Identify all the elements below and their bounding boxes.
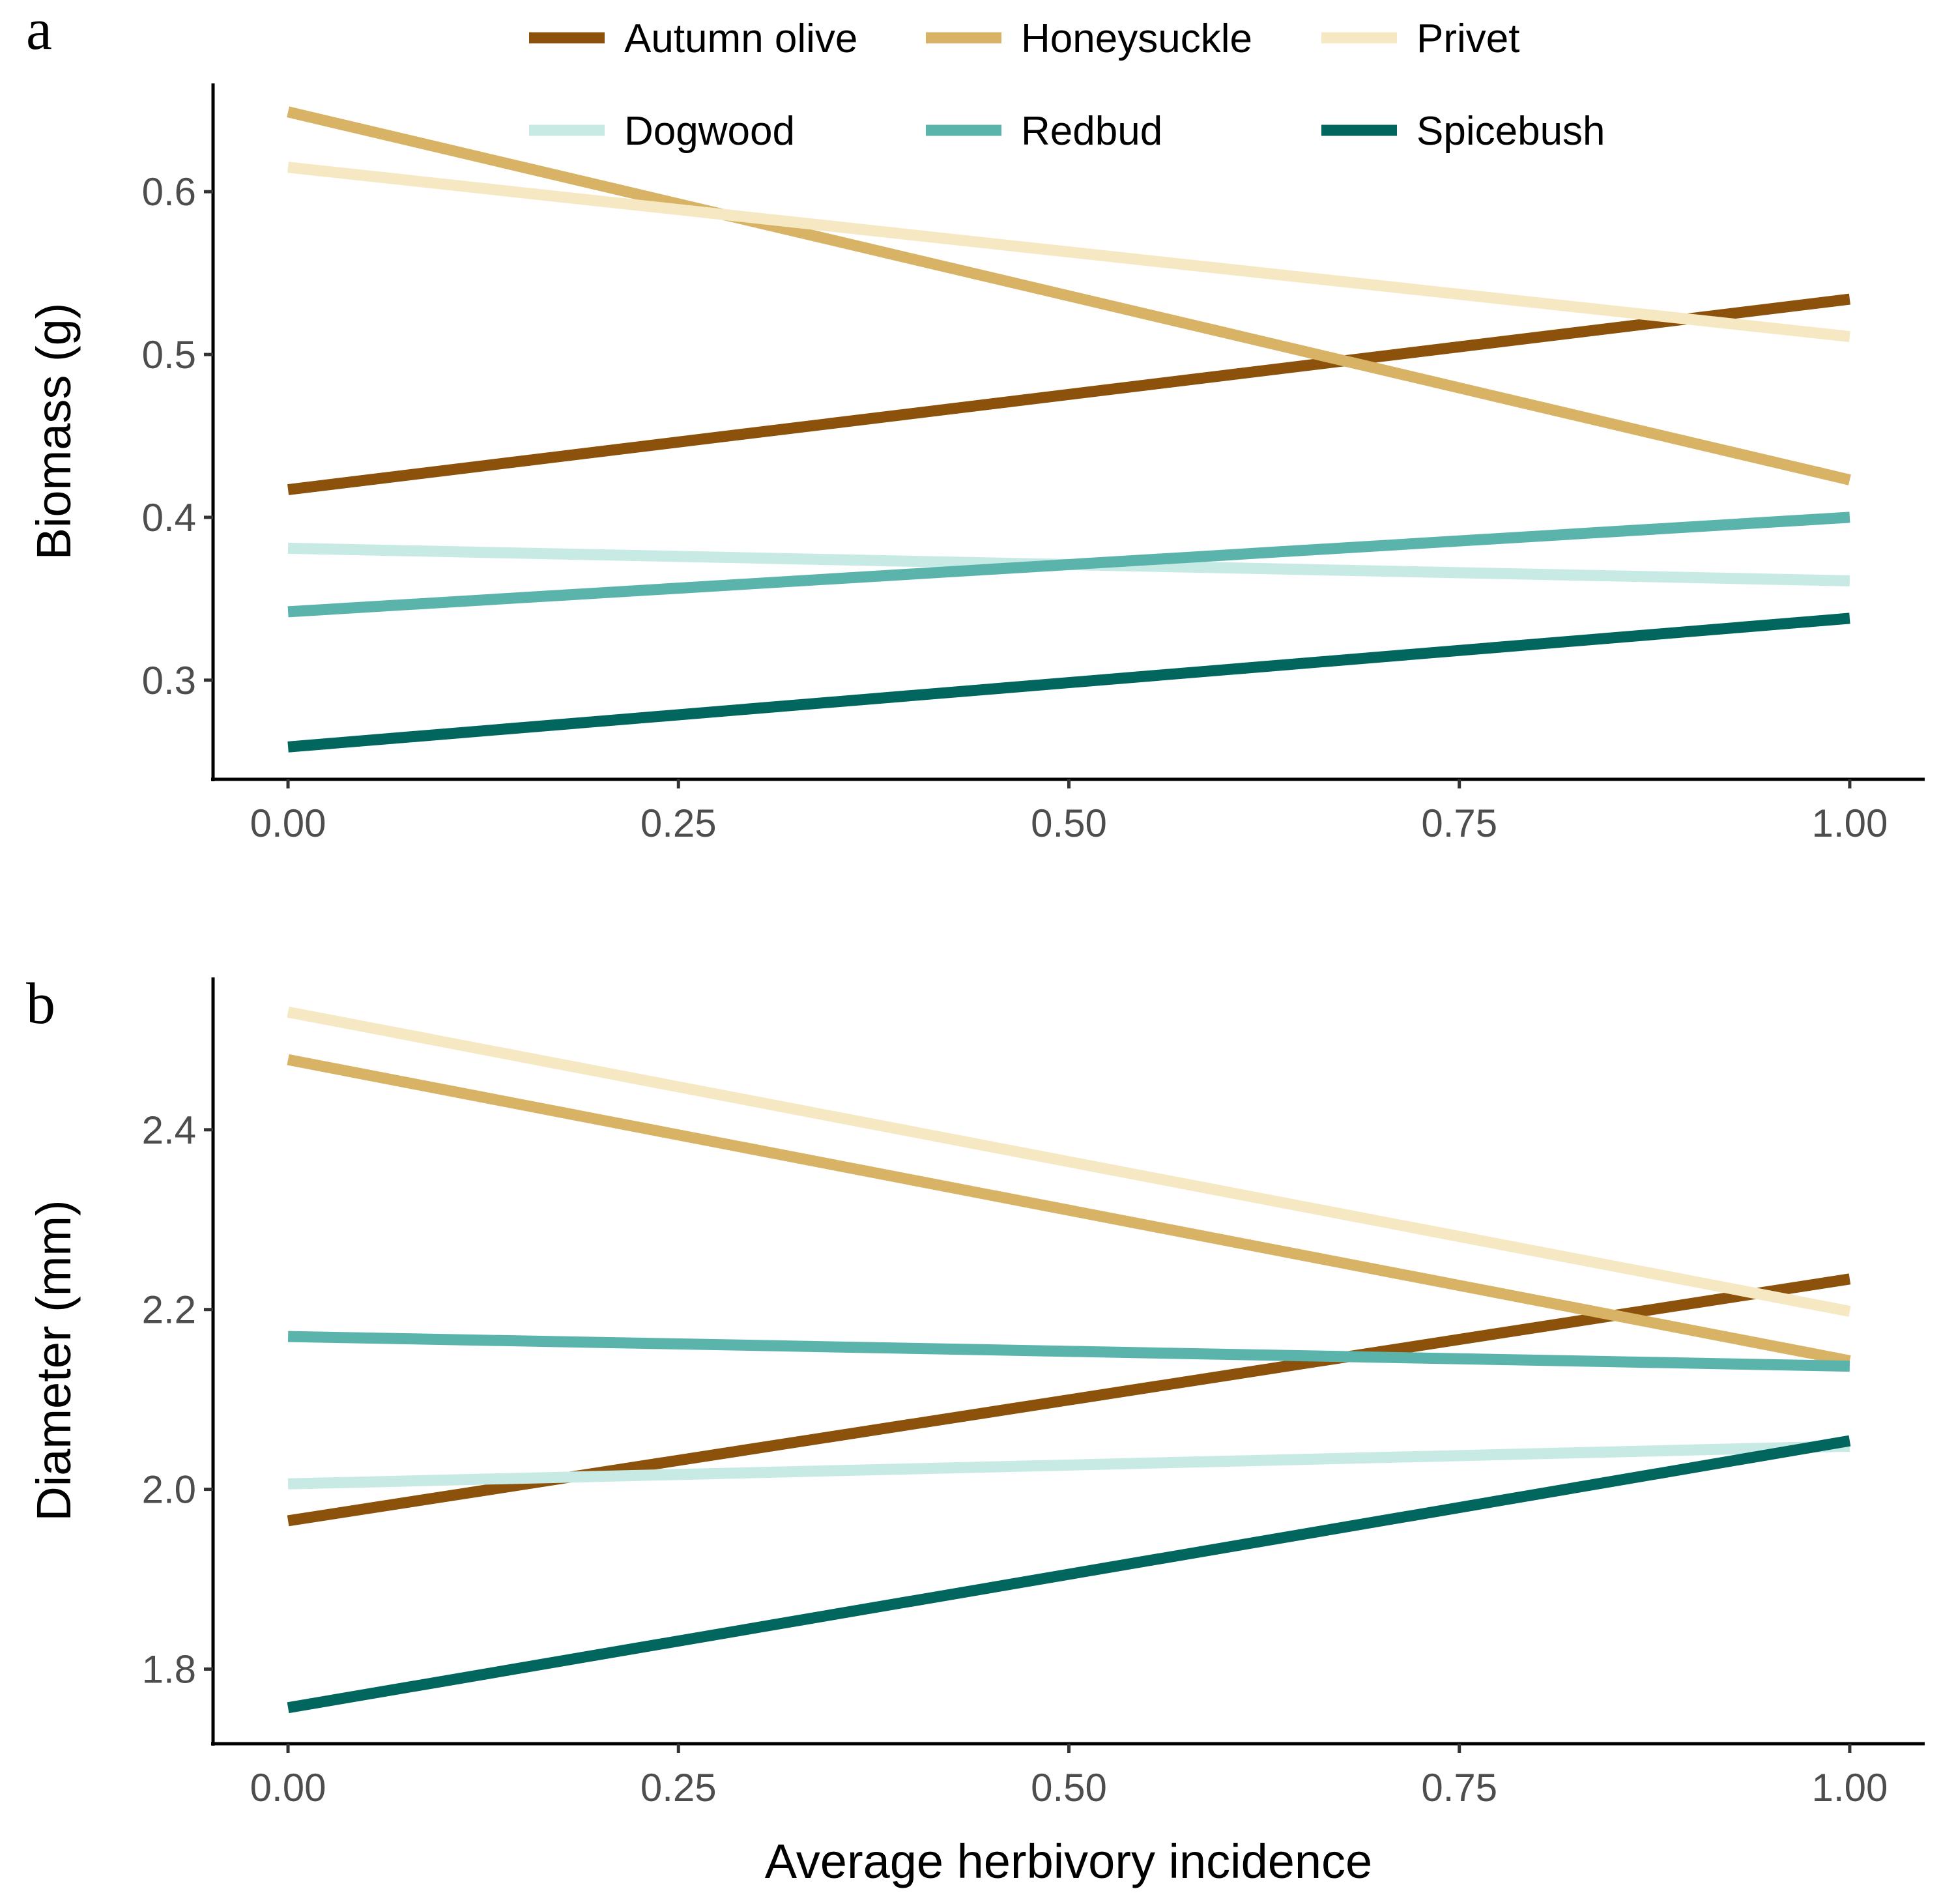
panel-b-x-tick-label: 0.50 — [1031, 1766, 1107, 1810]
panel-a-x-tick-label: 0.25 — [640, 801, 717, 845]
legend-label-honeysuckle: Honeysuckle — [1021, 16, 1252, 61]
panel-a-y-tick-label: 0.4 — [142, 496, 196, 540]
panel-b-series-dogwood — [287, 1440, 1850, 1490]
panel-b-x-tick-label: 0.00 — [250, 1766, 326, 1810]
panel-a-y-axis-title: Biomass (g) — [27, 303, 81, 560]
legend-item-honeysuckle: Honeysuckle — [926, 16, 1252, 61]
panel-a-x-ticks: 0.00 0.25 0.50 0.75 1.00 — [250, 779, 1888, 845]
legend: Autumn olive Honeysuckle Privet Dogwood … — [529, 16, 1605, 154]
panel-a-series-lines — [287, 106, 1851, 753]
legend-label-dogwood: Dogwood — [624, 109, 795, 154]
panel-a-x-tick-label: 0.50 — [1031, 801, 1107, 845]
panel-b-series-spicebush — [287, 1435, 1851, 1714]
panel-a-x-tick-label: 0.00 — [250, 801, 326, 845]
panel-b-y-axis-title: Diameter (mm) — [27, 1200, 81, 1521]
legend-label-spicebush: Spicebush — [1416, 109, 1605, 154]
legend-item-spicebush: Spicebush — [1321, 109, 1605, 154]
panel-b-y-tick-label: 2.2 — [142, 1288, 196, 1332]
legend-item-privet: Privet — [1321, 16, 1519, 61]
panel-a-y-ticks: 0.3 0.4 0.5 0.6 — [142, 170, 213, 702]
panel-b-x-tick-label: 0.75 — [1421, 1766, 1497, 1810]
legend-label-redbud: Redbud — [1021, 109, 1162, 154]
legend-item-dogwood: Dogwood — [529, 109, 795, 154]
panel-b-x-ticks: 0.00 0.25 0.50 0.75 1.00 — [250, 1744, 1888, 1810]
legend-label-autumn-olive: Autumn olive — [624, 16, 857, 61]
panel-b-x-tick-label: 0.25 — [640, 1766, 717, 1810]
panel-a-y-tick-label: 0.5 — [142, 333, 196, 377]
panel-b-y-tick-label: 1.8 — [142, 1648, 196, 1692]
panel-a-series-spicebush — [287, 613, 1850, 753]
panel-b-series-redbud — [287, 1331, 1850, 1372]
legend-item-autumn-olive: Autumn olive — [529, 16, 857, 61]
panel-b-x-tick-label: 1.00 — [1812, 1766, 1888, 1810]
panel-label-a: a — [26, 0, 52, 62]
panel-b-y-tick-label: 2.4 — [142, 1108, 196, 1152]
panel-a-y-tick-label: 0.3 — [142, 659, 196, 702]
panel-b-x-axis-title: Average herbivory incidence — [765, 1834, 1372, 1888]
panel-b-y-ticks: 1.8 2.0 2.2 2.4 — [142, 1108, 213, 1692]
panel-a-y-tick-label: 0.6 — [142, 170, 196, 214]
panel-b-series-lines — [287, 1006, 1851, 1714]
panel-a-x-tick-label: 1.00 — [1812, 801, 1888, 845]
legend-item-redbud: Redbud — [926, 109, 1162, 154]
panel-a-series-redbud — [287, 512, 1850, 618]
panel-a-series-privet — [287, 162, 1850, 343]
legend-label-privet: Privet — [1416, 16, 1519, 61]
panel-a-series-autumn-olive — [287, 293, 1850, 495]
panel-a-biomass: 0.3 0.4 0.5 0.6 0.00 0.25 0.50 0.75 1.00 Biomas… — [27, 83, 1925, 845]
panel-a-x-tick-label: 0.75 — [1421, 801, 1497, 845]
panel-label-b: b — [26, 972, 55, 1036]
panel-b-series-privet — [287, 1006, 1851, 1317]
panel-b-diameter: 1.8 2.0 2.2 2.4 0.00 0.25 0.50 0.75 1.00 Diamet… — [27, 977, 1925, 1888]
panel-b-series-honeysuckle — [287, 1054, 1851, 1366]
panel-b-y-tick-label: 2.0 — [142, 1468, 196, 1512]
panel-a-series-honeysuckle — [287, 106, 1851, 485]
